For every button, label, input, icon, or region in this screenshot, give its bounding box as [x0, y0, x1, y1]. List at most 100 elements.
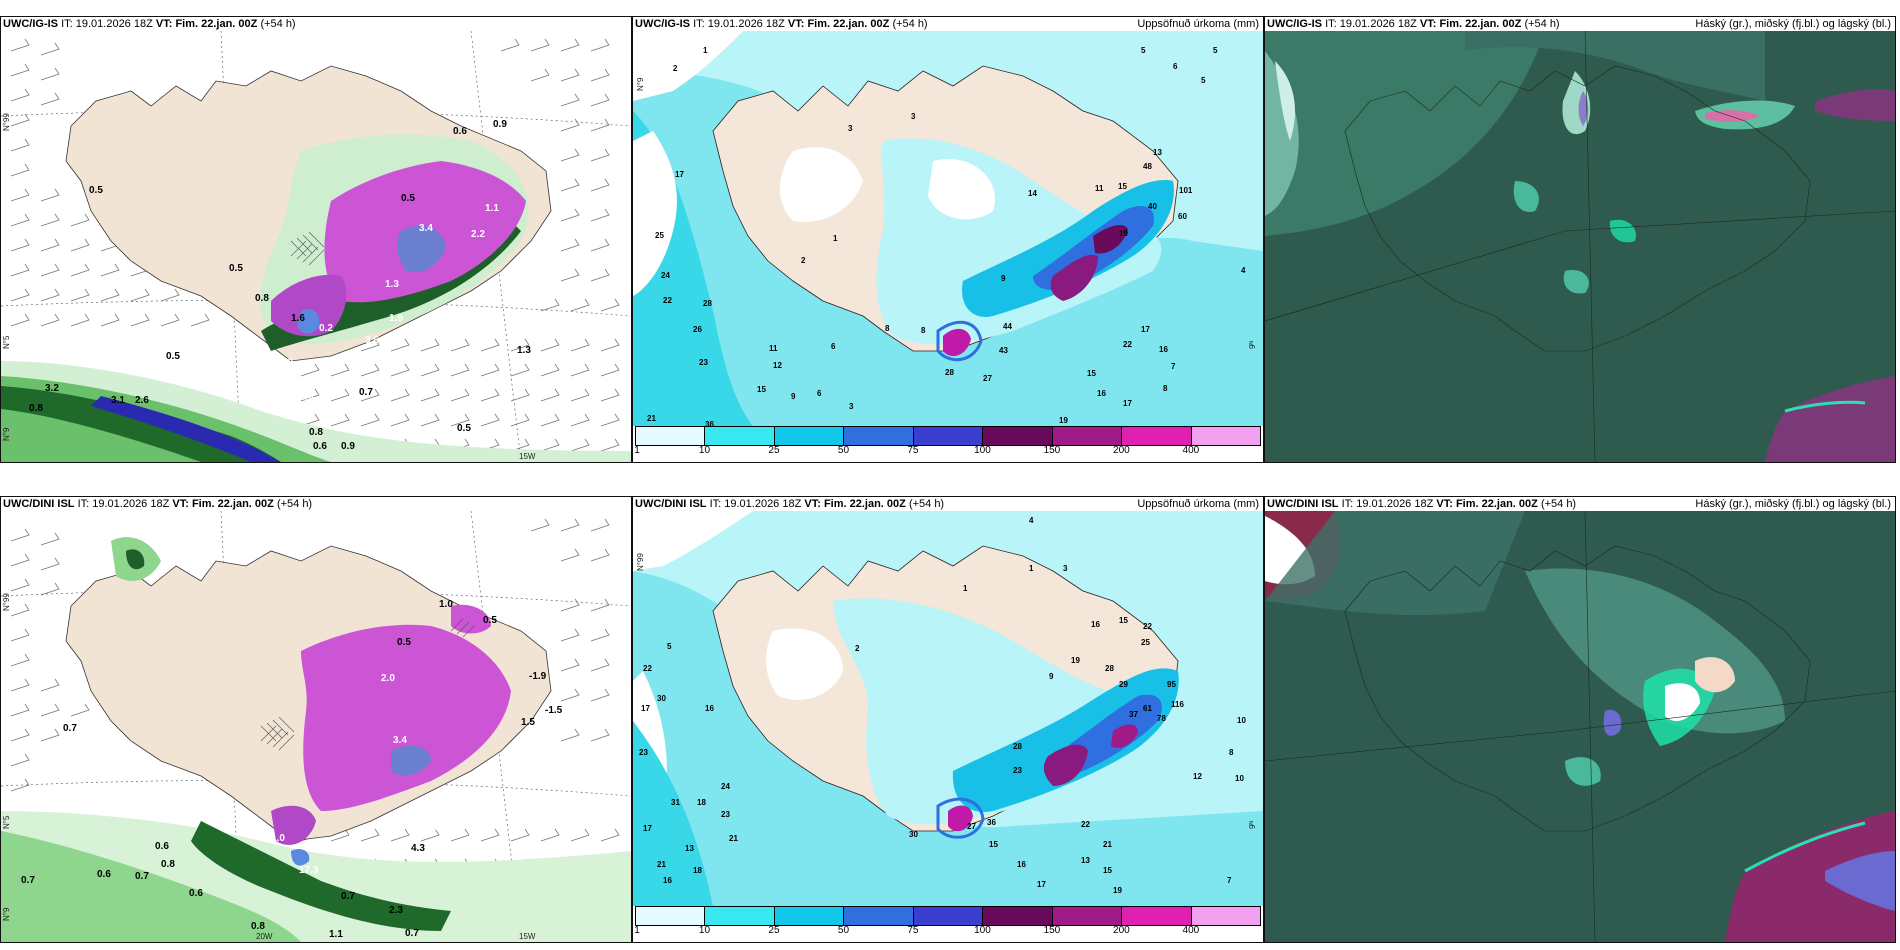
- cloud-title: Háský (gr.), miðský (fj.bl.) og lágský (…: [1695, 18, 1891, 30]
- panel-header: UWC/IG-IS IT: 19.01.2026 18Z VT: Fim. 22…: [633, 17, 1263, 31]
- temp-label: 1.0: [271, 833, 285, 844]
- precip-label: 5: [1141, 46, 1146, 55]
- precip-title: Uppsöfnuð úrkoma (mm): [1137, 18, 1259, 30]
- precip-label: 10: [1235, 774, 1244, 783]
- colorbar-swatch: [844, 427, 914, 445]
- precip-label: 23: [639, 748, 648, 757]
- precip-label: 22: [663, 296, 672, 305]
- precip-label: 17: [1141, 325, 1150, 334]
- precip-label: 16: [1159, 345, 1168, 354]
- temp-label: 0.7: [63, 723, 77, 734]
- precip-label: 24: [721, 782, 730, 791]
- precip-label: 13: [1081, 856, 1090, 865]
- precip-label: 18: [693, 866, 702, 875]
- lon-label: 20W: [256, 932, 273, 941]
- temp-label: 17.3: [299, 865, 319, 876]
- vt-label: VT:: [1419, 18, 1437, 30]
- vt-label: VT:: [155, 18, 173, 30]
- precip-label: 21: [729, 834, 738, 843]
- colorbar-tick: 25: [768, 925, 780, 936]
- temperature-map: 0.6 0.9 0.5 0.5 3.4 2.2 1.1 0.5 1.3 0.2 …: [1, 31, 631, 462]
- precip-label: 13: [1153, 148, 1162, 157]
- temp-label: -1.5: [545, 705, 563, 716]
- temp-label: 1.3: [385, 279, 399, 290]
- temp-label: 0.7: [405, 928, 419, 939]
- colorbar-tick: 100: [974, 445, 991, 456]
- temp-labels: 1.0 0.5 2.0 3.4 0.7 0.6 0.7 0.6 0.6 0.7 …: [21, 599, 563, 940]
- temp-label: 2.2: [471, 229, 485, 240]
- colorbar-tick: 200: [1113, 445, 1130, 456]
- it-value: 19.01.2026 18Z: [707, 18, 785, 30]
- lon-label: 15W: [519, 452, 536, 461]
- temp-map-panel-top: UWC/IG-IS IT: 19.01.2026 18Z VT: Fim. 22…: [0, 16, 632, 463]
- model-name: UWC/IG-IS: [3, 18, 58, 30]
- precipitation-map: 2 1 3 5 6 5 5 17 25 24 22 28 26 23 21 36…: [633, 31, 1263, 426]
- lead-time: (+54 h): [276, 498, 313, 510]
- colorbar-tick: 1: [634, 445, 640, 456]
- precip-label: 8: [885, 324, 890, 333]
- precip-label: 26: [693, 325, 702, 334]
- precip-label: 27: [983, 374, 992, 383]
- colorbar-swatch: [1191, 427, 1260, 445]
- temp-label: 0.8: [255, 293, 269, 304]
- vt-label: VT:: [787, 18, 805, 30]
- precip-label: 6: [817, 389, 822, 398]
- temp-label: -1.9: [529, 671, 547, 682]
- precip-label: 7: [1171, 362, 1176, 371]
- precip-label: 2: [673, 64, 678, 73]
- colorbar-swatches: [635, 426, 1261, 446]
- lat-label: N°9: [2, 907, 11, 921]
- temp-label: 2.0: [381, 673, 395, 684]
- precip-label: 28: [703, 299, 712, 308]
- lead-time: (+54 h): [892, 18, 928, 30]
- precip-label: 18: [697, 798, 706, 807]
- colorbar-swatch: [636, 427, 706, 445]
- lat-label: N°9: [636, 77, 645, 91]
- temp-label: 1.5: [521, 717, 535, 728]
- temp-labels: 0.6 0.9 0.5 0.5 3.4 2.2 1.1 0.5 1.3 0.2 …: [29, 119, 531, 452]
- precip-label: 14: [1028, 189, 1037, 198]
- precip-label: 61: [1143, 704, 1152, 713]
- temp-label: 0.6: [313, 441, 327, 452]
- temp-label: 3.4: [419, 223, 433, 234]
- panel-header: UWC/DINI ISL IT: 19.01.2026 18Z VT: Fim.…: [1265, 497, 1895, 511]
- precip-label: 21: [647, 414, 656, 423]
- colorbar: 1 10 25 50 75 100 150 200 400: [633, 906, 1263, 942]
- colorbar-swatch: [636, 907, 706, 925]
- precip-label: 16: [1017, 860, 1026, 869]
- precip-label: 4: [1241, 266, 1246, 275]
- precip-label: 15: [1119, 616, 1128, 625]
- temp-label: 0.8: [29, 403, 43, 414]
- temp-label: 23.8: [425, 823, 445, 834]
- precip-label: 36: [705, 420, 714, 426]
- temp-label: 1.1: [485, 203, 499, 214]
- precip-label: 2: [801, 256, 806, 265]
- it-label: IT:: [709, 498, 722, 510]
- precip-label: 24: [661, 271, 670, 280]
- precip-label: 21: [657, 860, 666, 869]
- precip-label: 19: [1059, 416, 1068, 425]
- lead-time: (+54 h): [908, 498, 945, 510]
- colorbar-tick: 75: [907, 445, 919, 456]
- temp-label: 0.7: [341, 891, 355, 902]
- colorbar-swatch: [1052, 427, 1123, 445]
- precip-label: 9: [791, 392, 796, 401]
- precip-label: 22: [1123, 340, 1132, 349]
- it-label: IT:: [693, 18, 705, 30]
- colorbar-tick: 150: [1043, 445, 1061, 456]
- vt-label: VT:: [172, 498, 189, 510]
- precip-label: 12: [773, 361, 782, 370]
- vt-value: Fim. 22.jan. 00Z: [191, 498, 274, 510]
- lat-label: N°9: [2, 427, 11, 441]
- temp-label: 1.0: [439, 599, 453, 610]
- precip-label: 29: [1119, 680, 1128, 689]
- precip-label: 6: [831, 342, 836, 351]
- precip-label: 40: [1148, 202, 1157, 211]
- precip-label: 116: [1171, 700, 1184, 709]
- vt-label: VT:: [1436, 498, 1453, 510]
- cloud-cover-map: [1265, 31, 1895, 462]
- precip-label: 16: [1091, 620, 1100, 629]
- it-label: IT:: [61, 18, 73, 30]
- cloud-cover-map: [1265, 511, 1895, 942]
- vt-value: Fim. 22.jan. 00Z: [175, 18, 258, 30]
